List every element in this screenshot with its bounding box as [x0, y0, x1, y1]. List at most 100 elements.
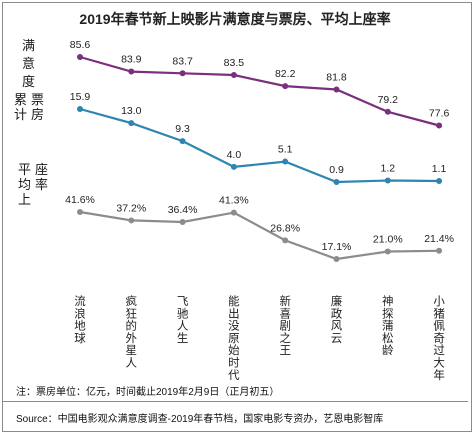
source-text: Source：中国电影观众满意度调查-2019年春节档，国家电影专资办，艺恩电影… [16, 414, 384, 425]
occupancy-point [230, 209, 237, 216]
box-office-data-label: 15.9 [70, 91, 91, 103]
occupancy-data-label: 21.0% [373, 234, 403, 246]
occupancy-line [79, 210, 440, 261]
x-tick-label: 流 [74, 294, 86, 308]
satisfaction-data-label: 85.6 [70, 39, 91, 51]
x-tick-label: 云 [331, 331, 343, 345]
satisfaction-data-label: 82.2 [275, 68, 296, 80]
x-tick-label: 的 [126, 319, 138, 333]
occupancy-point [77, 209, 83, 215]
occupancy-data-label: 17.1% [322, 241, 352, 253]
occupancy-point [282, 237, 289, 244]
box-office-point [436, 178, 443, 185]
x-tick-label: 风 [331, 319, 343, 333]
box-office-point [77, 106, 83, 112]
x-tick-label: 廉 [331, 294, 343, 308]
x-tick-label: 疯 [126, 294, 138, 308]
x-tick-label: 奇 [433, 331, 445, 345]
x-tick-label: 新 [279, 294, 291, 308]
divider [2, 401, 468, 402]
occupancy-point [128, 217, 135, 224]
x-tick-label: 地 [74, 319, 86, 333]
satisfaction-point [333, 86, 340, 93]
satisfaction-point [179, 70, 186, 77]
occupancy-point [333, 256, 340, 262]
box-office-point [128, 120, 135, 127]
x-tick-label: 过 [433, 343, 445, 357]
occupancy-point [384, 248, 391, 255]
box-office-data-label: 4.0 [227, 149, 242, 161]
x-tick-label: 驰 [177, 306, 189, 320]
box-office-data-label: 13.0 [121, 105, 142, 117]
box-office-data-label: 1.2 [380, 163, 395, 175]
satisfaction-data-label: 77.6 [429, 108, 450, 120]
x-tick-label: 人 [177, 319, 189, 333]
satisfaction-data-label: 81.8 [326, 72, 347, 84]
satisfaction-line [79, 55, 440, 127]
occupancy-data-label: 36.4% [168, 204, 198, 216]
box-office-point [282, 158, 289, 165]
x-tick-label: 代 [228, 368, 240, 382]
x-tick-label: 人 [126, 356, 138, 370]
x-tick-label: 外 [126, 331, 138, 345]
series-label-occupancy: 平均上座率 [18, 162, 49, 207]
occupancy-point [436, 247, 443, 254]
box-office-point [230, 163, 237, 170]
x-tick-label: 出 [228, 306, 240, 320]
satisfaction-point [282, 83, 289, 90]
x-tick-label: 探 [382, 306, 394, 320]
satisfaction-data-label: 83.9 [121, 54, 142, 66]
x-tick-label: 神 [382, 294, 394, 308]
x-tick-label: 大 [433, 356, 445, 370]
x-tick-label: 蒲 [382, 319, 394, 333]
box-office-point [333, 179, 340, 185]
satisfaction-point [128, 68, 135, 75]
chart-frame [2, 2, 472, 432]
occupancy-data-label: 26.8% [270, 222, 300, 234]
satisfaction-point [230, 71, 237, 78]
satisfaction-point [436, 122, 443, 129]
x-tick-label: 生 [177, 331, 189, 345]
box-office-data-label: 1.1 [432, 163, 447, 175]
x-tick-label: 时 [228, 356, 240, 370]
series-label-box-office: 累计票房 [14, 92, 45, 122]
x-tick-label: 龄 [382, 343, 394, 357]
box-office-line [79, 107, 440, 184]
satisfaction-point [384, 108, 391, 115]
x-tick-label: 始 [228, 343, 240, 357]
x-tick-label: 年 [433, 368, 445, 382]
x-tick-label: 剧 [279, 319, 291, 333]
x-tick-label: 松 [382, 331, 394, 345]
x-tick-label: 猪 [433, 306, 445, 320]
occupancy-data-label: 37.2% [116, 202, 146, 214]
x-tick-label: 王 [279, 343, 291, 357]
footnote: 注：票房单位：亿元，时间截止2019年2月9日（正月初五） [16, 387, 280, 398]
box-office-point [179, 138, 186, 145]
occupancy-data-label: 41.3% [219, 195, 249, 207]
x-tick-label: 飞 [177, 294, 189, 308]
x-tick-label: 浪 [74, 306, 86, 320]
x-tick-label: 喜 [279, 306, 291, 320]
series-label-satisfaction: 满意度 [22, 38, 36, 89]
box-office-data-label: 5.1 [278, 144, 293, 156]
occupancy-data-label: 21.4% [424, 233, 454, 245]
box-office-data-label: 0.9 [329, 164, 344, 176]
x-tick-label: 佩 [433, 319, 445, 333]
x-tick-label: 星 [126, 343, 138, 357]
chart-title: 2019年春节新上映影片满意度与票房、平均上座率 [79, 11, 391, 27]
x-tick-label: 狂 [126, 306, 138, 320]
satisfaction-data-label: 79.2 [378, 94, 399, 106]
x-tick-label: 之 [279, 331, 291, 345]
box-office-point [384, 177, 391, 184]
occupancy-point [179, 218, 186, 225]
x-tick-label: 能 [228, 294, 240, 308]
x-tick-label: 政 [331, 306, 343, 320]
satisfaction-point [77, 54, 83, 60]
occupancy-data-label: 41.6% [65, 194, 95, 206]
box-office-data-label: 9.3 [175, 123, 190, 135]
x-tick-label: 原 [228, 331, 240, 345]
satisfaction-data-label: 83.7 [172, 55, 193, 67]
x-tick-label: 球 [74, 331, 86, 345]
x-tick-label: 没 [228, 319, 240, 333]
